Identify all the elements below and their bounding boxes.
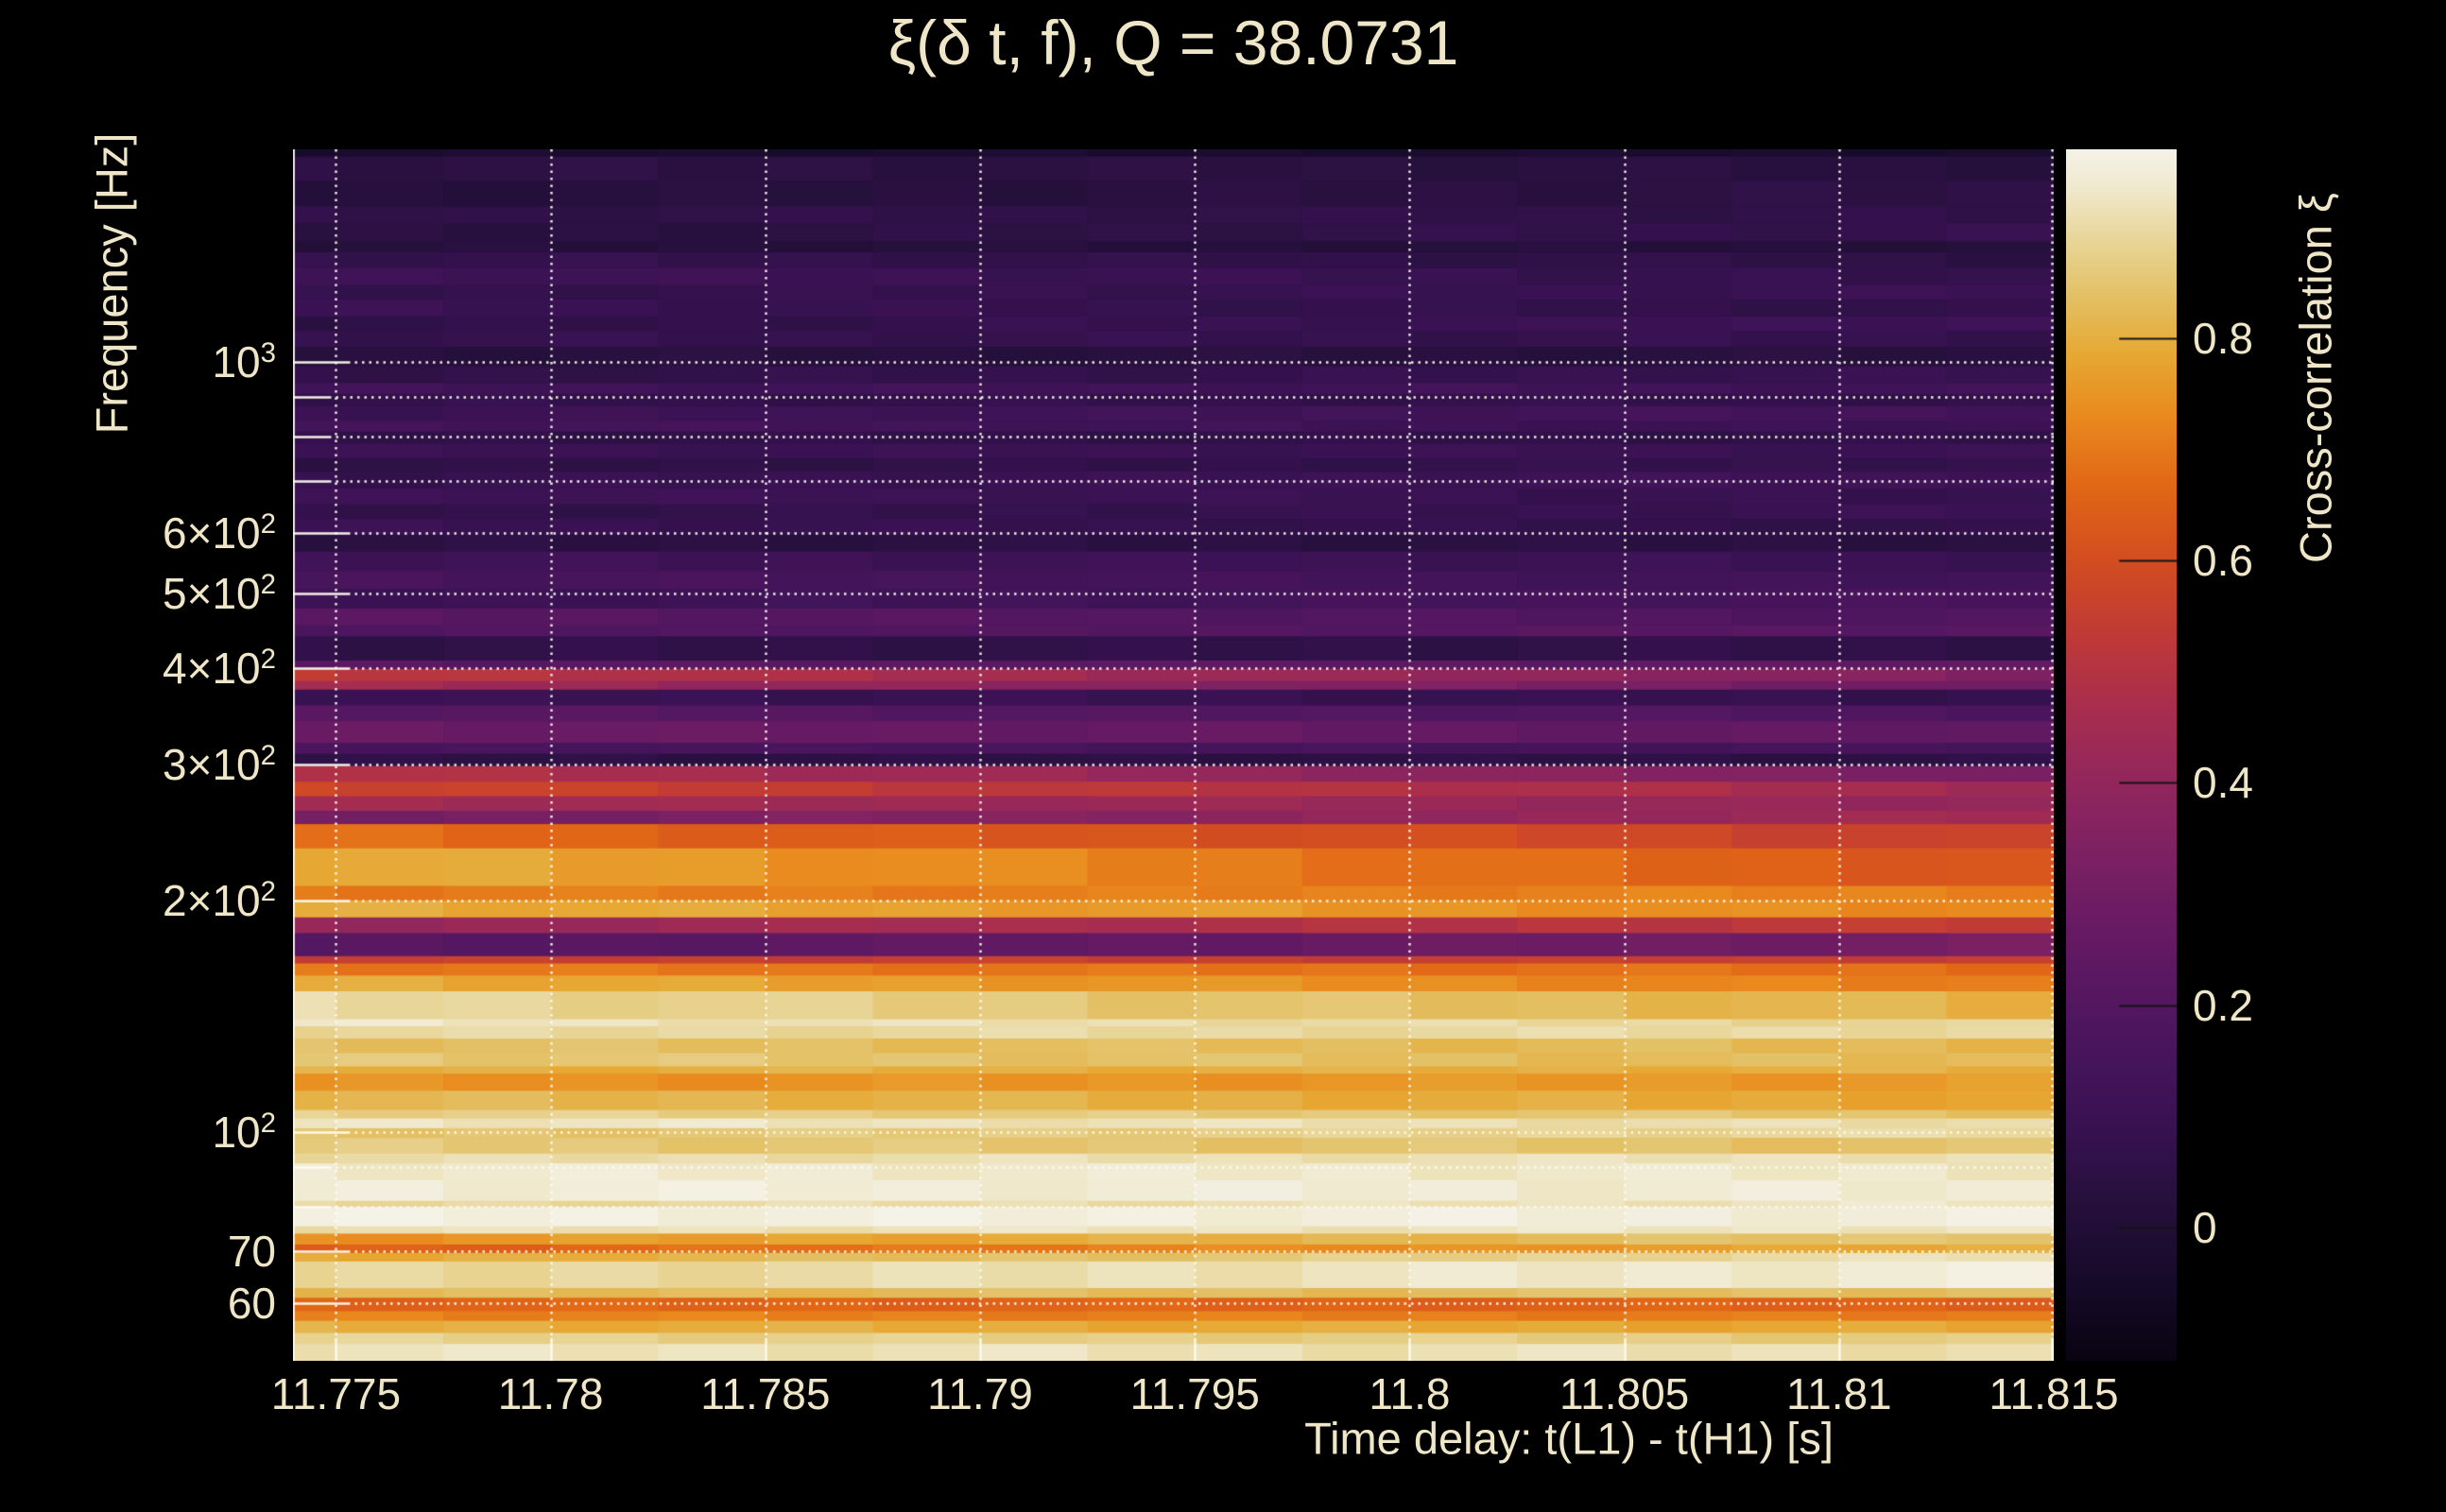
colorbar-tick-label: 0 [2193, 1202, 2217, 1252]
y-tick-label: 2×102 [163, 875, 276, 925]
x-axis-ticks: 11.775 11.78 11.785 11.79 11.795 11.8 11.805 11… [0, 1368, 2446, 1425]
y-axis-ticks: 103 6×102 5×102 4×102 3×102 2×102 102 70 60 [0, 0, 276, 1512]
x-tick-label: 11.795 [1129, 1369, 1260, 1418]
y-tick-label: 60 [227, 1278, 276, 1328]
colorbar-tick-label: 0.4 [2193, 758, 2253, 808]
y-tick-label: 4×102 [163, 644, 276, 694]
colorbar-tick-label: 0.6 [2193, 536, 2253, 586]
x-tick-label: 11.805 [1559, 1369, 1690, 1418]
x-tick-label: 11.8 [1369, 1369, 1451, 1418]
x-tick-label: 11.815 [1989, 1369, 2119, 1418]
x-tick-label: 11.79 [927, 1369, 1033, 1418]
y-tick-label: 5×102 [163, 569, 276, 619]
colorbar-ticks: 0.8 0.6 0.4 0.2 0 [2193, 0, 2438, 1512]
y-tick-label: 102 [212, 1107, 276, 1157]
y-tick-label: 70 [227, 1227, 276, 1277]
y-tick-label: 6×102 [163, 507, 276, 558]
plot-title: ξ(δ t, f), Q = 38.0731 [887, 8, 1459, 77]
colorbar-tick-label: 0.2 [2193, 980, 2253, 1030]
colorbar [2066, 149, 2177, 1361]
x-tick-label: 11.81 [1785, 1369, 1892, 1418]
x-tick-label: 11.775 [270, 1369, 402, 1418]
x-tick-label: 11.785 [700, 1369, 831, 1418]
x-tick-label: 11.78 [497, 1369, 604, 1418]
y-tick-label: 3×102 [163, 739, 276, 790]
y-tick-label: 103 [212, 336, 276, 387]
heatmap-plot-area [293, 149, 2054, 1361]
colorbar-tick-label: 0.8 [2193, 313, 2253, 363]
